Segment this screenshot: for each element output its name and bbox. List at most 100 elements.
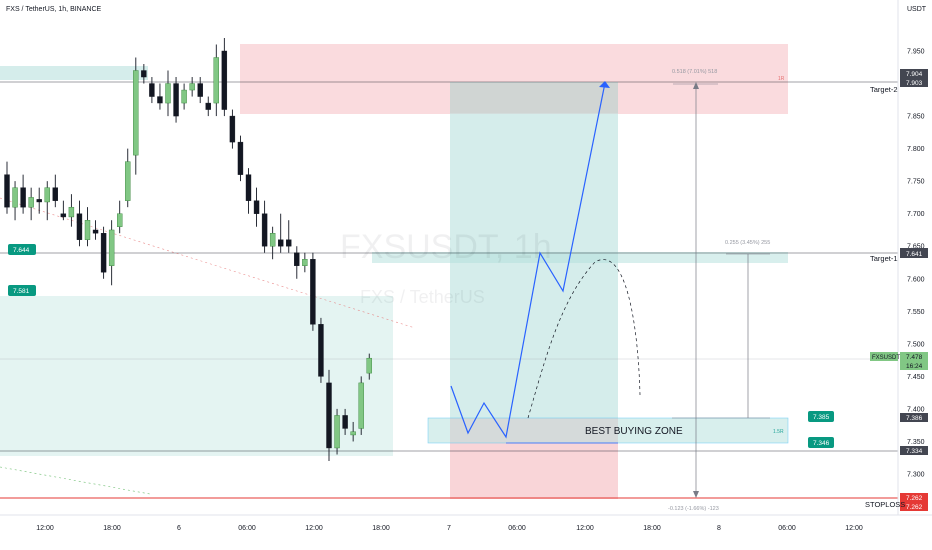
- symbol-badge-countdown-bg: [900, 361, 928, 370]
- candle-body: [92, 229, 99, 234]
- candle: [229, 109, 236, 149]
- price-tick-label: 7.400: [907, 406, 925, 413]
- time-tick-label: 18:00: [103, 525, 121, 532]
- candle: [125, 148, 131, 208]
- time-tick-label: 8: [717, 525, 721, 532]
- price-tick-label: 7.950: [907, 49, 925, 56]
- left-supply-box: [0, 66, 148, 80]
- candle-body: [173, 83, 179, 117]
- candle: [92, 220, 99, 240]
- candle: [253, 187, 260, 227]
- long-position-overlap: [450, 83, 618, 113]
- candle: [358, 376, 364, 435]
- projection-path: [450, 82, 606, 439]
- left-badge-1: 7.644: [13, 247, 30, 254]
- candle-body: [189, 83, 195, 91]
- candle-body: [350, 431, 356, 436]
- candle-body: [342, 415, 348, 429]
- candle: [149, 77, 155, 104]
- candle: [165, 70, 171, 117]
- price-tick-label: 7.850: [907, 114, 925, 121]
- measure-top-label: 0.518 (7.01%) 518: [672, 69, 717, 75]
- low-axis-badge: 7.334: [906, 448, 923, 455]
- candle-body: [20, 187, 26, 208]
- candle: [326, 369, 332, 461]
- stop-badge-a-bg: [900, 493, 928, 502]
- watermark-symbol: FXSUSDT, 1h: [340, 228, 552, 266]
- price-tick-label: 7.700: [907, 211, 925, 218]
- candle: [278, 213, 284, 253]
- candle: [157, 83, 163, 110]
- candle: [245, 168, 252, 214]
- price-tick-label: 7.750: [907, 179, 925, 186]
- candle: [108, 220, 115, 286]
- target2-badge-a: 7.904: [906, 71, 923, 78]
- time-tick-label: 6: [177, 525, 181, 532]
- symbol-badge-countdown: 16:24: [906, 363, 923, 370]
- candle: [52, 174, 58, 208]
- candle: [100, 226, 107, 279]
- candle: [318, 317, 324, 383]
- candle-body: [157, 96, 163, 104]
- candle-body: [269, 233, 276, 247]
- candle-body: [149, 83, 155, 97]
- candle: [4, 161, 10, 214]
- best-buying-zone-label: BEST BUYING ZONE: [585, 426, 683, 437]
- candle: [269, 226, 276, 260]
- candle-body: [318, 324, 324, 377]
- zone-top-badge: 7.385: [813, 414, 830, 421]
- target2-badge-a-bg: [900, 69, 928, 78]
- price-axis-currency: USDT: [907, 6, 927, 13]
- stop-badge-b-bg: [900, 502, 928, 511]
- candle: [12, 181, 18, 221]
- candle-body: [181, 89, 187, 104]
- candle-body: [261, 213, 268, 247]
- candle-body: [334, 415, 340, 449]
- left-demand-box: [0, 296, 393, 456]
- candle: [133, 57, 139, 175]
- candle: [350, 421, 356, 442]
- price-tick-label: 7.350: [907, 439, 925, 446]
- candle-body: [229, 115, 236, 143]
- symbol-badge-price-bg: [900, 352, 928, 361]
- candle: [205, 96, 211, 117]
- time-tick-label: 06:00: [508, 525, 526, 532]
- candle: [221, 37, 228, 117]
- symbol-badge-name: FXSUSDT: [872, 355, 900, 361]
- candle-body: [60, 213, 67, 218]
- long-position-profit: [450, 82, 618, 418]
- time-tick-label: 12:00: [845, 525, 863, 532]
- price-tick-label: 7.500: [907, 341, 925, 348]
- candles-layer: [4, 37, 372, 461]
- candle-body: [326, 382, 332, 449]
- candle-body: [237, 141, 244, 175]
- target1-label: Target-1: [870, 254, 898, 263]
- watermark: FXSUSDT, 1h FXS / TetherUS: [340, 228, 552, 307]
- candle-body: [294, 252, 300, 266]
- candle: [189, 77, 195, 97]
- candle-body: [253, 200, 260, 214]
- candle-body: [116, 213, 123, 227]
- candle-body: [108, 229, 115, 266]
- candle-body: [36, 199, 42, 203]
- time-axis[interactable]: 12:00 18:00 6 06:00 12:00 18:00 7 06:00 12:00 18:…: [36, 525, 863, 532]
- symbol-badge-name-bg: [870, 352, 898, 361]
- candle-body: [165, 83, 171, 104]
- projection-arrow-head: [599, 81, 610, 88]
- time-tick-label: 12:00: [36, 525, 54, 532]
- price-tick-label: 7.650: [907, 244, 925, 251]
- candle-body: [44, 187, 50, 203]
- target1-badge: 7.641: [906, 251, 923, 258]
- candle: [36, 187, 42, 214]
- time-tick-label: 7: [447, 525, 451, 532]
- symbol-title: FXS / TetherUS, 1h, BINANCE: [6, 6, 102, 13]
- candle-body: [12, 187, 18, 208]
- candle-body: [245, 174, 252, 201]
- price-axis[interactable]: 7.9507.9007.8507.8007.7507.7007.6507.600…: [907, 49, 925, 479]
- candle-body: [205, 102, 211, 110]
- candle: [44, 181, 50, 221]
- candle: [76, 200, 83, 247]
- price-badges: 7.904 7.903 7.641 FXSUSDT 7.478 16:24 7.…: [808, 69, 928, 511]
